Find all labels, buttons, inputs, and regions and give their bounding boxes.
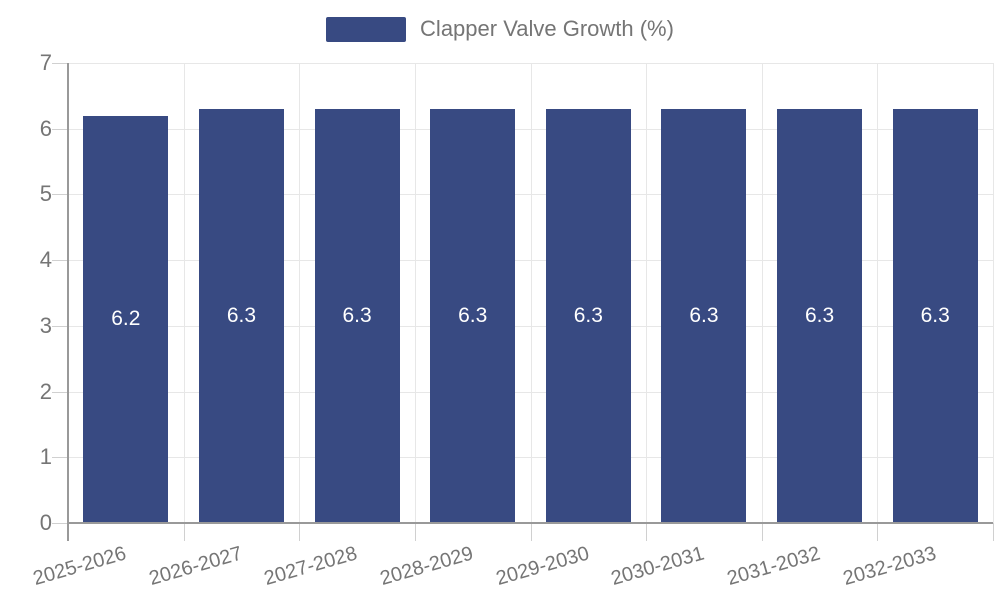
x-gridline [299, 63, 301, 523]
y-axis-tick [52, 325, 68, 327]
bar-2027-2028[interactable]: 6.3 [314, 109, 400, 522]
x-axis-category-label: 2027-2028 [262, 542, 361, 590]
x-axis-tick [530, 523, 532, 541]
x-gridline [414, 63, 416, 523]
x-gridline [761, 63, 763, 523]
x-gridline [877, 63, 879, 523]
x-axis-tick [299, 523, 301, 541]
x-axis-tick [183, 523, 185, 541]
bar-2031-2032[interactable]: 6.3 [777, 109, 863, 522]
bar-2032-2033[interactable]: 6.3 [892, 109, 978, 522]
bar-2028-2029[interactable]: 6.3 [430, 109, 516, 522]
x-axis-tick [761, 523, 763, 541]
y-axis-tick-label: 2 [39, 378, 52, 404]
x-axis-category-label: 2026-2027 [146, 542, 245, 590]
x-axis-category-label: 2032-2033 [840, 542, 939, 590]
y-axis-tick-label: 1 [39, 444, 52, 470]
bar-value-label: 6.2 [111, 306, 141, 330]
x-gridline [183, 63, 185, 523]
bar-value-label: 6.3 [804, 303, 835, 327]
y-axis-tick-label: 5 [39, 181, 52, 207]
bar-value-label: 6.3 [458, 303, 488, 327]
bar-2029-2030[interactable]: 6.3 [545, 109, 631, 522]
bar-value-label: 6.3 [689, 303, 719, 327]
bar-value-label: 6.3 [226, 303, 257, 327]
x-axis-tick [877, 523, 879, 541]
y-axis-tick-label: 3 [39, 312, 52, 338]
y-axis-line [67, 63, 69, 541]
y-axis-tick [52, 63, 68, 64]
x-axis-tick [414, 523, 416, 541]
bar-value-label: 6.3 [342, 303, 372, 327]
x-axis-category-label: 2030-2031 [608, 542, 707, 590]
bar-value-label: 6.3 [573, 303, 603, 327]
x-gridline [530, 63, 532, 523]
y-axis-tick [52, 457, 68, 459]
y-axis-tick [52, 194, 68, 196]
bar-value-label: 6.3 [920, 303, 950, 327]
chart-legend[interactable]: Clapper Valve Growth (%) [0, 16, 1000, 42]
x-axis-tick [646, 523, 648, 541]
y-axis-tick-label: 0 [39, 510, 52, 535]
x-axis-tick [993, 523, 994, 541]
bar-2026-2027[interactable]: 6.3 [198, 109, 284, 522]
y-axis-tick [52, 128, 68, 130]
y-axis-tick-label: 7 [39, 50, 52, 75]
bar-2025-2026[interactable]: 6.2 [83, 115, 169, 522]
y-axis-tick-label: 6 [39, 115, 52, 141]
x-axis-category-label: 2029-2030 [493, 542, 592, 590]
y-axis-tick [52, 260, 68, 262]
x-axis-category-label: 2028-2029 [377, 542, 476, 590]
x-axis-category-label: 2025-2026 [30, 542, 129, 590]
x-axis-category-label: 2031-2032 [724, 542, 823, 590]
y-axis-tick [52, 523, 68, 524]
x-gridline [646, 63, 648, 523]
y-axis-tick-label: 4 [39, 247, 52, 273]
legend-swatch-icon [326, 16, 407, 42]
y-axis-tick [52, 391, 68, 393]
bar-2030-2031[interactable]: 6.3 [661, 109, 747, 522]
x-gridline [993, 63, 994, 523]
legend-series-label: Clapper Valve Growth (%) [420, 16, 674, 41]
x-axis-line [68, 522, 993, 524]
